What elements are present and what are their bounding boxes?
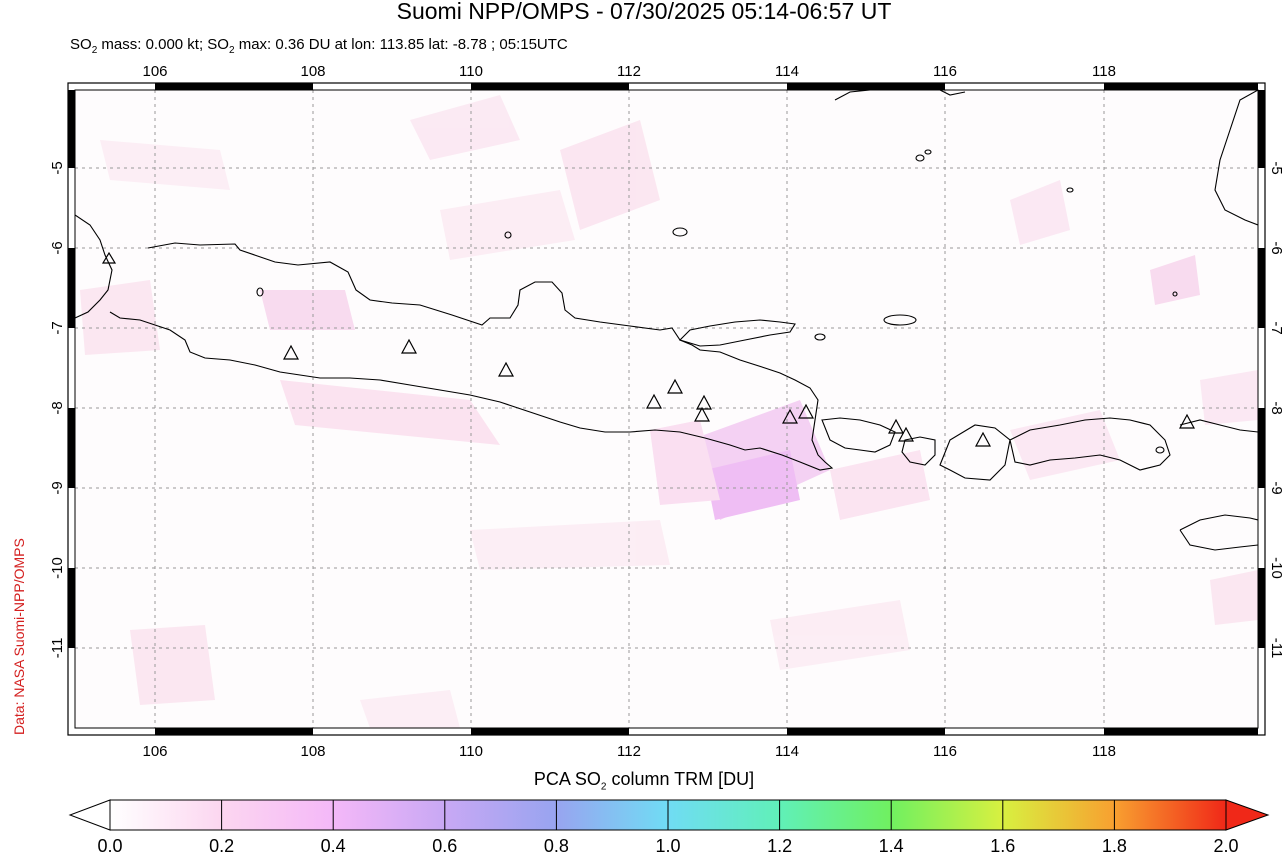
lon-labels-top: 106 108 110 112 114 116 118 <box>142 63 1115 80</box>
lon-label: 114 <box>775 63 799 80</box>
colorbar-min-arrow <box>68 799 111 831</box>
triangle-volcano-icon <box>645 393 663 409</box>
triangle-volcano-icon <box>1178 413 1196 429</box>
lon-label: 118 <box>1092 743 1116 760</box>
lon-labels-bottom: 106 108 110 112 114 116 118 <box>142 743 1115 760</box>
lon-label: 110 <box>459 743 483 760</box>
lon-label: 110 <box>459 63 483 80</box>
triangle-volcano-icon <box>693 406 711 422</box>
cb-title-rest: column TRM [DU] <box>606 769 755 789</box>
colorbar-tick: 2.0 <box>1213 836 1238 855</box>
map-background <box>75 90 1258 728</box>
lat-labels-right: -5 -6 -7 -8 -9 -10 -11 <box>1268 161 1285 658</box>
triangle-volcano-icon <box>400 338 418 354</box>
map-frame <box>67 82 1266 736</box>
lat-label: -10 <box>1268 557 1285 579</box>
lon-label: 116 <box>933 63 957 80</box>
max-text: max: 0.36 DU at lon: 113.85 lat: -8.78 ;… <box>234 36 568 53</box>
triangle-volcano-icon <box>282 344 300 360</box>
volcano-markers <box>101 251 1196 447</box>
lon-label: 106 <box>142 63 167 80</box>
triangle-volcano-icon <box>797 403 815 419</box>
triangle-volcano-icon <box>887 418 905 434</box>
colorbar-tick: 0.8 <box>544 836 569 855</box>
lon-label: 112 <box>617 743 641 760</box>
colorbar-tick: 0.2 <box>209 836 234 855</box>
colorbar-tick: 0.4 <box>321 836 346 855</box>
lat-label: -6 <box>49 241 66 254</box>
triangle-volcano-icon <box>666 378 684 394</box>
so2-subscript-2: 2 <box>228 45 235 56</box>
gridlines <box>75 90 1258 728</box>
colorbar-tick: 0.6 <box>432 836 457 855</box>
lon-label: 114 <box>775 743 799 760</box>
colorbar-tick: 0.0 <box>97 836 122 855</box>
lon-label: 118 <box>1092 63 1116 80</box>
triangle-volcano-icon <box>695 394 713 410</box>
lat-labels-left: -5 -6 -7 -8 -9 -10 -11 <box>49 161 66 658</box>
cb-title-prefix: PCA SO <box>533 769 601 789</box>
subtitle: SO2 mass: 0.000 kt; SO2 max: 0.36 DU at … <box>70 36 568 56</box>
lat-label: -7 <box>49 321 66 334</box>
so2-subscript: 2 <box>91 45 98 56</box>
page-title: Suomi NPP/OMPS - 07/30/2025 05:14-06:57 … <box>396 0 892 24</box>
lat-label: -9 <box>49 481 66 494</box>
colorbar-tick: 1.8 <box>1102 836 1127 855</box>
colorbar-tick: 1.0 <box>655 836 680 855</box>
coastlines <box>75 90 1258 551</box>
lon-label: 116 <box>933 743 957 760</box>
lon-label: 106 <box>142 743 167 760</box>
triangle-volcano-icon <box>101 251 117 264</box>
triangle-volcano-icon <box>781 408 799 424</box>
colorbar-tick: 1.2 <box>767 836 792 855</box>
lon-label: 108 <box>300 63 325 80</box>
triangle-volcano-icon <box>897 426 915 442</box>
lat-label: -11 <box>1268 638 1285 659</box>
colorbar-tick: 1.4 <box>879 836 904 855</box>
triangle-volcano-icon <box>497 361 515 377</box>
colorbar-title: PCA SO2 column TRM [DU] <box>0 769 1288 793</box>
lat-label: -5 <box>49 161 66 174</box>
lat-label: -7 <box>1268 321 1285 334</box>
lat-label: -10 <box>49 557 66 579</box>
lat-label: -11 <box>49 638 66 659</box>
triangle-volcano-icon <box>974 431 992 447</box>
lat-label: -8 <box>1268 401 1285 414</box>
mass-text: mass: 0.000 kt; SO <box>97 36 229 53</box>
lat-label: -6 <box>1268 241 1285 254</box>
colorbar-max-arrow <box>1225 799 1270 831</box>
lon-label: 108 <box>300 743 325 760</box>
so2-swath <box>80 95 1258 728</box>
lat-label: -9 <box>1268 481 1285 494</box>
lat-label: -5 <box>1268 161 1285 174</box>
lon-label: 112 <box>617 63 641 80</box>
so2-label: SO <box>70 36 92 53</box>
cb-title-sub: 2 <box>600 781 607 793</box>
colorbar-tick: 1.6 <box>990 836 1015 855</box>
lat-label: -8 <box>49 401 66 414</box>
colorbar: 0.0 0.2 0.4 0.6 0.8 1.0 1.2 1.4 1.6 1.8 … <box>68 799 1270 855</box>
